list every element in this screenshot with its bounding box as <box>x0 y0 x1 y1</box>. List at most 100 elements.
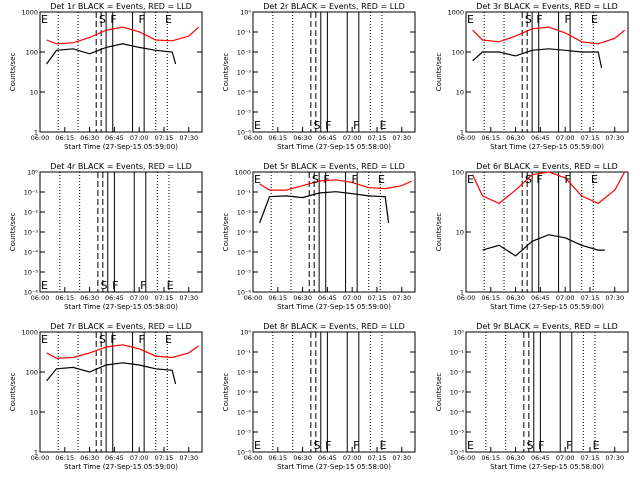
chart-title: Det 5r BLACK = Events, RED = LLD <box>263 162 405 171</box>
phase-marker-letter: E <box>41 279 48 292</box>
y-tick-label: 100 <box>26 49 38 57</box>
y-axis-label: Counts/sec <box>9 213 17 252</box>
phase-marker-letter: E <box>593 439 600 452</box>
y-tick-label: 10⁻⁵ <box>237 109 252 117</box>
lld-series-line <box>472 171 626 205</box>
y-axis-label: Counts/sec <box>222 373 230 412</box>
phase-marker-letter: F <box>112 279 118 292</box>
y-tick-label: 10⁻¹ <box>237 189 252 197</box>
y-tick-label: 10⁰ <box>240 329 251 337</box>
chart-panel-2: Det 2r BLACK = Events, RED = LLD 10⁻⁶ 10⁻⁵… <box>222 2 416 151</box>
events-series-line <box>46 362 177 385</box>
phase-marker-letter: F <box>352 173 358 186</box>
x-tick-label: 06:00 <box>457 134 476 142</box>
y-tick-label: 10⁻² <box>450 369 465 377</box>
y-axis-label: Counts/sec <box>9 53 17 92</box>
lld-series-line <box>259 179 412 191</box>
x-tick-label: 06:30 <box>80 134 99 142</box>
y-tick-label: 10⁻¹ <box>450 349 465 357</box>
chart-title: Det 2r BLACK = Events, RED = LLD <box>263 2 405 11</box>
phase-marker-letter: E <box>467 439 474 452</box>
phase-marker-letter: S <box>101 279 108 292</box>
y-tick-label: 10⁻⁵ <box>24 269 39 277</box>
x-tick-label: 07:00 <box>343 454 362 462</box>
x-tick-label: 07:15 <box>155 454 174 462</box>
x-tick-label: 06:45 <box>318 294 337 302</box>
y-tick-label: 10⁻² <box>237 49 252 57</box>
x-tick-label: 06:00 <box>244 454 263 462</box>
x-tick-label: 07:00 <box>343 294 362 302</box>
x-tick-label: 06:00 <box>31 294 50 302</box>
x-tick-label: 06:15 <box>481 454 500 462</box>
events-series-line <box>46 43 177 65</box>
y-tick-label: 10⁻⁴ <box>237 249 252 257</box>
x-tick-label: 06:30 <box>293 454 312 462</box>
x-tick-label: 07:30 <box>605 294 624 302</box>
x-tick-label: 06:15 <box>481 294 500 302</box>
x-tick-label: 07:15 <box>368 134 387 142</box>
x-tick-label: 06:15 <box>268 294 287 302</box>
phase-marker-letter: E <box>380 439 387 452</box>
plot-frame <box>252 331 416 453</box>
x-tick-label: 07:15 <box>581 294 600 302</box>
y-tick-label: 10⁻⁶ <box>237 289 252 297</box>
y-axis-label: Counts/sec <box>9 373 17 412</box>
x-tick-label: 07:00 <box>556 454 575 462</box>
y-axis-label: Counts/sec <box>435 373 443 412</box>
x-tick-label: 07:15 <box>368 294 387 302</box>
x-tick-label: 07:00 <box>130 294 149 302</box>
x-tick-label: 07:00 <box>343 134 362 142</box>
phase-marker-letter: E <box>41 333 48 346</box>
phase-marker-letter: E <box>378 173 385 186</box>
y-tick-label: 10⁻² <box>237 209 252 217</box>
x-tick-label: 06:15 <box>268 454 287 462</box>
x-tick-label: 06:45 <box>531 134 550 142</box>
x-tick-label: 07:00 <box>130 134 149 142</box>
phase-marker-letter: E <box>165 13 172 26</box>
phase-marker-letter: F <box>325 119 331 132</box>
x-tick-label: 06:45 <box>318 454 337 462</box>
x-tick-label: 06:00 <box>244 134 263 142</box>
lld-series-line <box>46 26 200 45</box>
phase-marker-letter: S <box>99 13 106 26</box>
chart-panel-9: Det 9r BLACK = Events, RED = LLD 10⁻⁶ 10⁻⁵… <box>435 322 629 471</box>
x-tick-label: 06:45 <box>318 134 337 142</box>
events-series-line <box>472 48 603 69</box>
y-tick-label: 10⁻⁵ <box>237 429 252 437</box>
y-tick-label: 1 <box>460 289 464 297</box>
y-axis-label: Counts/sec <box>435 53 443 92</box>
x-tick-label: 06:00 <box>31 134 50 142</box>
x-tick-label: 07:15 <box>155 294 174 302</box>
phase-marker-letter: F <box>325 439 331 452</box>
y-tick-label: 1 <box>34 449 38 457</box>
y-tick-label: 10⁻⁶ <box>237 449 252 457</box>
x-tick-label: 06:15 <box>55 454 74 462</box>
y-tick-label: 10⁻³ <box>24 229 39 237</box>
x-tick-label: 06:00 <box>244 294 263 302</box>
y-axis-label: Counts/sec <box>435 213 443 252</box>
chart-title: Det 8r BLACK = Events, RED = LLD <box>263 322 405 331</box>
x-tick-label: 06:30 <box>80 454 99 462</box>
chart-panel-7: Det 7r BLACK = Events, RED = LLD 1 10 100 10… <box>9 322 203 471</box>
plot-frame <box>39 331 203 453</box>
x-axis-label: Start Time (27-Sep-15 05:58:00) <box>277 143 391 151</box>
plot-frame <box>39 171 203 293</box>
lld-series-line <box>46 344 200 359</box>
x-tick-label: 06:00 <box>457 294 476 302</box>
phase-marker-letter: F <box>110 333 116 346</box>
lld-series-line <box>472 26 626 45</box>
x-tick-label: 06:30 <box>293 134 312 142</box>
y-axis-label: Counts/sec <box>222 53 230 92</box>
y-tick-label: 10⁻¹ <box>237 29 252 37</box>
chart-panel-4: Det 4r BLACK = Events, RED = LLD 10⁻⁶ 10⁻⁵… <box>9 162 203 311</box>
phase-marker-letter: F <box>536 13 542 26</box>
y-tick-label: 10⁻³ <box>237 389 252 397</box>
phase-marker-letter: F <box>536 173 542 186</box>
x-tick-label: 06:30 <box>506 454 525 462</box>
x-tick-label: 07:30 <box>605 454 624 462</box>
phase-marker-letter: E <box>467 173 474 186</box>
y-axis-label: Counts/sec <box>222 213 230 252</box>
phase-marker-letter: F <box>110 13 116 26</box>
y-tick-label: 10 <box>30 89 38 97</box>
plot-frame <box>465 171 629 293</box>
